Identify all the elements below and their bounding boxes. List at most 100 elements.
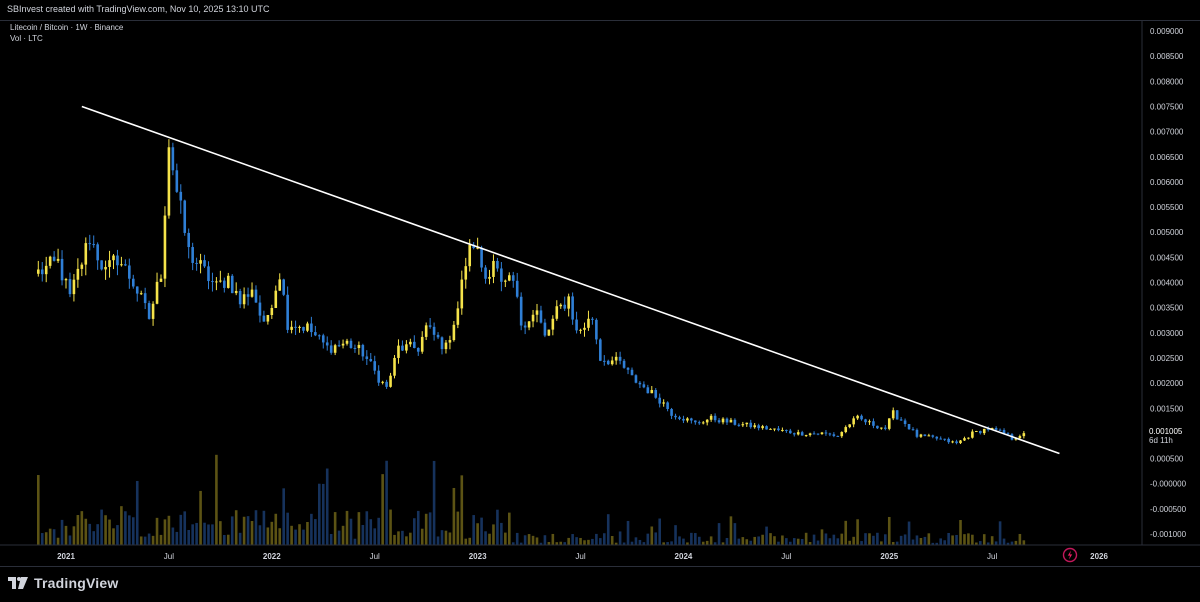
- candle-body: [80, 264, 84, 269]
- volume-bar: [44, 532, 48, 545]
- candle-body: [397, 345, 400, 358]
- volume-bar: [824, 533, 828, 545]
- tradingview-logo[interactable]: TradingView: [8, 575, 118, 591]
- volume-bar: [333, 512, 337, 545]
- candle-body: [899, 419, 903, 421]
- volume-bar: [413, 518, 416, 545]
- volume-bar: [1014, 540, 1018, 545]
- candle-body: [416, 347, 420, 352]
- volume-bar: [694, 533, 697, 545]
- volume-bar: [349, 518, 353, 545]
- volume-bar: [492, 524, 495, 545]
- volume-bars: [36, 454, 1026, 545]
- candle-body: [555, 306, 559, 319]
- candle-body: [729, 419, 733, 423]
- candle-body: [868, 421, 871, 423]
- candle-body: [591, 318, 594, 320]
- candle-body: [365, 356, 369, 359]
- volume-bar: [108, 519, 111, 545]
- candle-body: [602, 360, 606, 362]
- candle-body: [895, 410, 899, 420]
- volume-bar: [416, 510, 420, 545]
- candle-body: [856, 415, 859, 419]
- candle-body: [389, 375, 392, 387]
- volume-bar: [864, 533, 867, 545]
- candle-body: [1006, 433, 1010, 435]
- volume-bar: [432, 460, 436, 545]
- volume-bar: [397, 531, 400, 545]
- candle-body: [559, 304, 563, 307]
- axes: 0.009000 0.008500 0.008000 0.007500 0.007000…: [0, 20, 1200, 561]
- candle-body: [341, 343, 345, 346]
- candle-body: [955, 441, 958, 444]
- volume-bar: [36, 475, 40, 545]
- volume-bar: [935, 542, 939, 545]
- candle-body: [670, 408, 673, 416]
- volume-bar: [381, 474, 384, 545]
- chart-area[interactable]: 0.009000 0.008500 0.008000 0.007500 0.007000…: [0, 20, 1200, 566]
- candle-body: [765, 426, 768, 430]
- candle-body: [171, 147, 175, 171]
- candle-body: [844, 427, 848, 433]
- volume-bar: [377, 517, 380, 545]
- candle-body: [990, 428, 994, 430]
- candle-body: [369, 358, 373, 362]
- lightning-refresh-icon[interactable]: [1062, 547, 1078, 563]
- volume-bar: [104, 515, 107, 545]
- candle-body: [353, 347, 357, 349]
- volume-bar: [420, 528, 424, 545]
- volume-bar: [385, 460, 388, 545]
- candle-body: [927, 435, 931, 437]
- candle-body: [278, 279, 282, 291]
- candle-body: [488, 276, 491, 279]
- volume-bar: [238, 532, 242, 545]
- candle-body: [820, 432, 824, 435]
- candle-body: [440, 337, 444, 350]
- volume-bar: [848, 540, 851, 545]
- volume-bar: [1022, 540, 1026, 545]
- trendline-layer[interactable]: [81, 105, 1060, 455]
- volume-bar: [697, 536, 701, 545]
- volume-bar: [947, 532, 950, 545]
- candle-body: [606, 360, 610, 365]
- volume-legend[interactable]: Vol · LTC: [10, 34, 43, 43]
- volume-bar: [951, 535, 954, 545]
- candle-body: [519, 296, 523, 326]
- candle-body: [804, 435, 808, 437]
- candle-body: [262, 315, 266, 322]
- candle-body: [203, 260, 206, 267]
- candle-body: [852, 418, 855, 425]
- candle-body: [579, 329, 582, 331]
- volume-bar: [369, 519, 373, 545]
- volume-bar: [464, 538, 468, 545]
- volume-bar: [796, 538, 800, 545]
- candle-body: [195, 262, 198, 264]
- volume-bar: [246, 516, 250, 545]
- candle-body: [480, 247, 483, 268]
- volume-bar: [614, 542, 618, 545]
- price-tick-label: 0.002500: [1150, 354, 1184, 363]
- candle-body: [124, 264, 127, 266]
- volume-bar: [286, 512, 289, 545]
- candle-body: [234, 290, 238, 294]
- volume-bar: [436, 536, 440, 545]
- symbol-title[interactable]: Litecoin / Bitcoin · 1W · Binance: [10, 23, 124, 32]
- candle-body: [428, 325, 432, 327]
- candle-body: [943, 438, 946, 440]
- candle-body: [686, 418, 689, 421]
- volume-bar: [773, 536, 776, 545]
- volume-bar: [135, 480, 139, 545]
- candle-body: [563, 304, 567, 309]
- volume-bar: [195, 522, 198, 545]
- candle-body: [108, 260, 111, 267]
- volume-bar: [745, 539, 749, 545]
- time-tick-label: Jul: [575, 552, 585, 561]
- price-chart[interactable]: 0.009000 0.008500 0.008000 0.007500 0.007000…: [0, 20, 1200, 566]
- candle-body: [749, 422, 753, 428]
- volume-bar: [709, 536, 713, 545]
- volume-bar: [92, 531, 96, 545]
- volume-bar: [804, 532, 808, 545]
- volume-bar: [599, 538, 602, 545]
- volume-bar: [167, 515, 171, 545]
- volume-bar: [337, 530, 341, 545]
